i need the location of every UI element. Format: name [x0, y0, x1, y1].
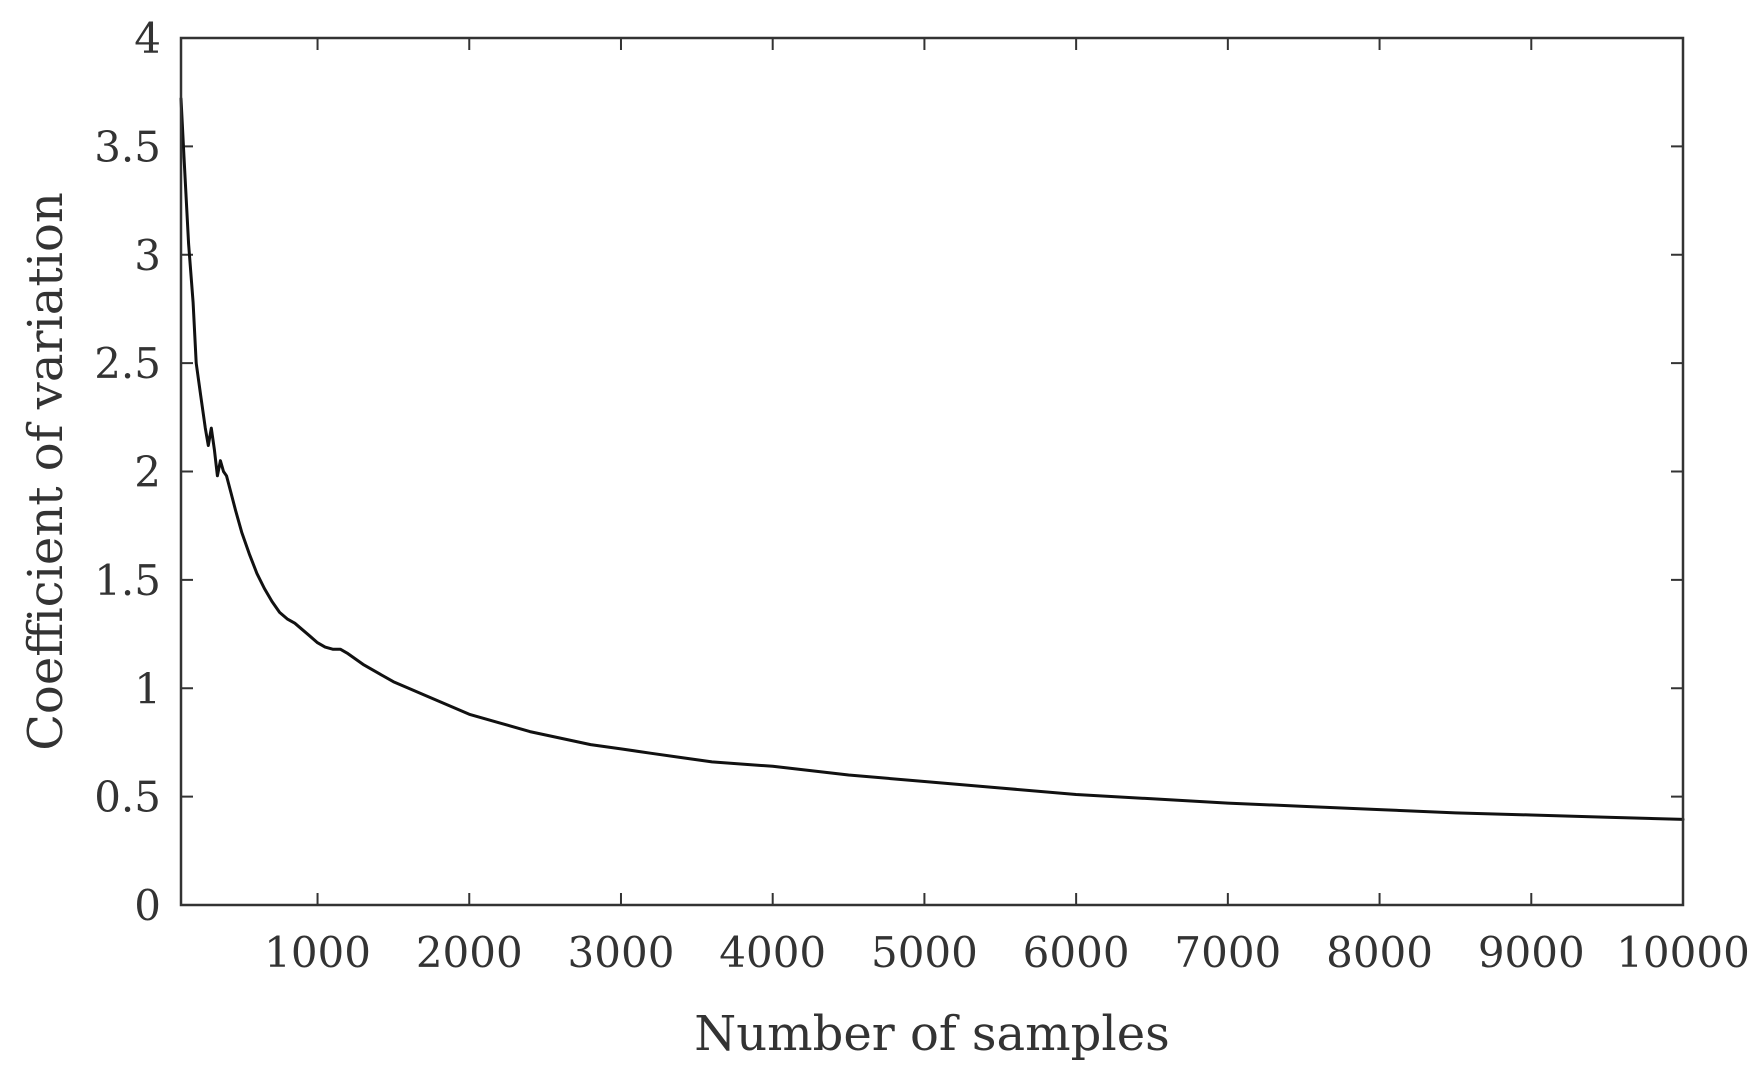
plot-frame	[179, 36, 1685, 907]
y-tick-label: 1	[134, 664, 161, 713]
y-tick-label: 4	[134, 14, 161, 63]
cv-series-line	[179, 97, 1685, 821]
x-tick-label: 5000	[871, 928, 978, 977]
x-tick-label: 2000	[416, 928, 523, 977]
x-tick-label: 10000	[1616, 928, 1750, 977]
y-tick-label: 3.5	[94, 122, 161, 171]
x-tick-label: 9000	[1478, 928, 1585, 977]
y-tick-label: 1.5	[94, 556, 161, 605]
y-tick-label: 2	[134, 448, 161, 497]
x-tick-label: 1000	[264, 928, 371, 977]
y-tick-label: 0	[134, 881, 161, 930]
ticks-layer	[181, 37, 1684, 906]
x-axis-label: Number of samples	[694, 1006, 1170, 1062]
x-tick-label: 7000	[1174, 928, 1281, 977]
x-tick-label: 6000	[1023, 928, 1130, 977]
tick-labels-layer: 1000 2000 3000 4000 5000 6000 7000 8000 9000 1000…	[94, 14, 1750, 977]
x-tick-label: 4000	[719, 928, 826, 977]
x-tick-label: 3000	[568, 928, 675, 977]
y-tick-label: 2.5	[94, 339, 161, 388]
x-tick-label: 8000	[1326, 928, 1433, 977]
y-axis-label: Coefficient of variation	[18, 192, 74, 751]
y-tick-label: 3	[134, 231, 161, 280]
y-tick-label: 0.5	[94, 773, 161, 822]
